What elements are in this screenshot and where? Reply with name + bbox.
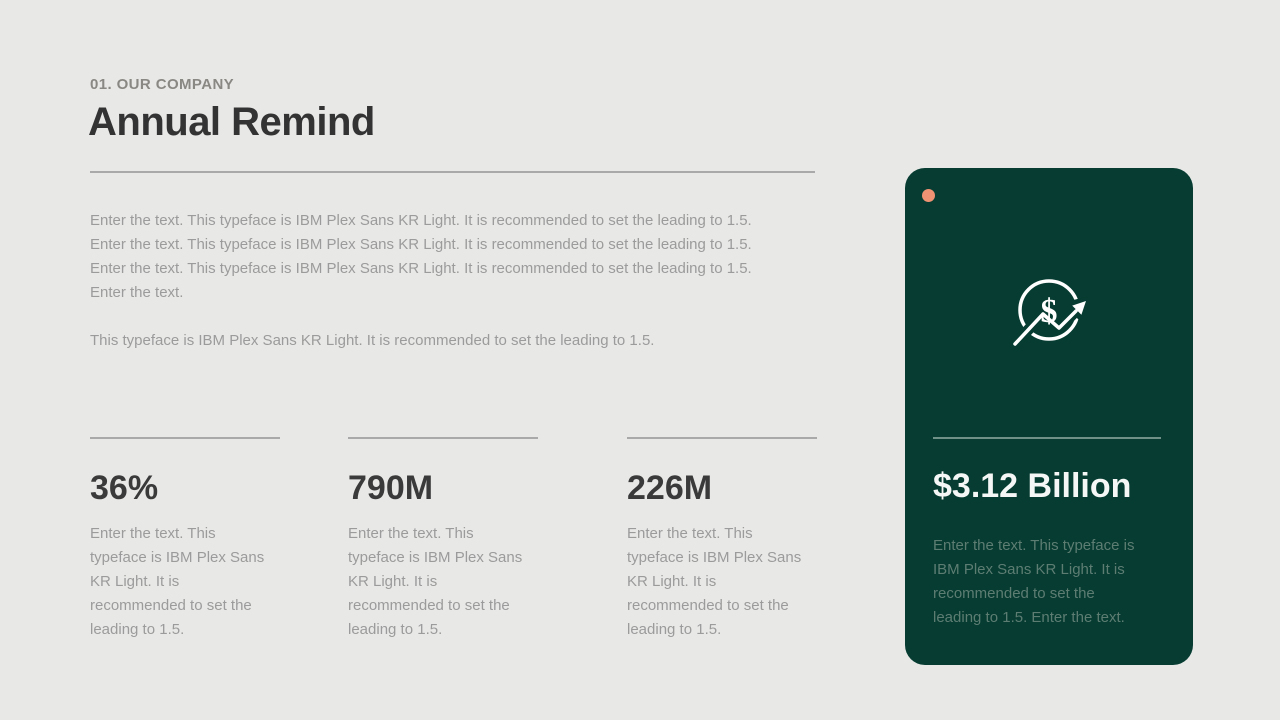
stat-value: 36% xyxy=(90,469,159,507)
stat-value: 226M xyxy=(627,469,713,507)
stat-column-3: 226M Enter the text. This typeface is IBM… xyxy=(627,437,817,642)
stat-column-2: 790M Enter the text. This typeface is IBM… xyxy=(348,437,538,642)
slide-title: Annual Remind xyxy=(88,100,375,144)
stat-description: Enter the text. This typeface is IBM Plex… xyxy=(627,525,802,638)
revenue-highlight-card: $ $3.12 Billion Enter the text. This typ… xyxy=(905,168,1193,665)
stat-value: 790M xyxy=(348,469,434,507)
accent-dot xyxy=(922,189,935,202)
dollar-growth-icon: $ xyxy=(1007,270,1091,354)
section-eyebrow: 01. OUR COMPANY xyxy=(90,76,235,93)
title-divider xyxy=(90,171,815,173)
svg-text:$: $ xyxy=(1041,293,1058,330)
stat-description: Enter the text. This typeface is IBM Plex… xyxy=(90,525,265,638)
intro-paragraph: Enter the text. This typeface is IBM Ple… xyxy=(90,212,752,349)
card-divider xyxy=(933,437,1161,439)
stat-divider xyxy=(627,437,817,439)
stat-column-1: 36% Enter the text. This typeface is IBM … xyxy=(90,437,280,642)
stat-description: Enter the text. This typeface is IBM Plex… xyxy=(348,525,523,638)
card-value: $3.12 Billion xyxy=(933,467,1132,505)
card-description: Enter the text. This typeface is IBM Plex… xyxy=(933,537,1135,626)
stat-divider xyxy=(90,437,280,439)
stat-divider xyxy=(348,437,538,439)
